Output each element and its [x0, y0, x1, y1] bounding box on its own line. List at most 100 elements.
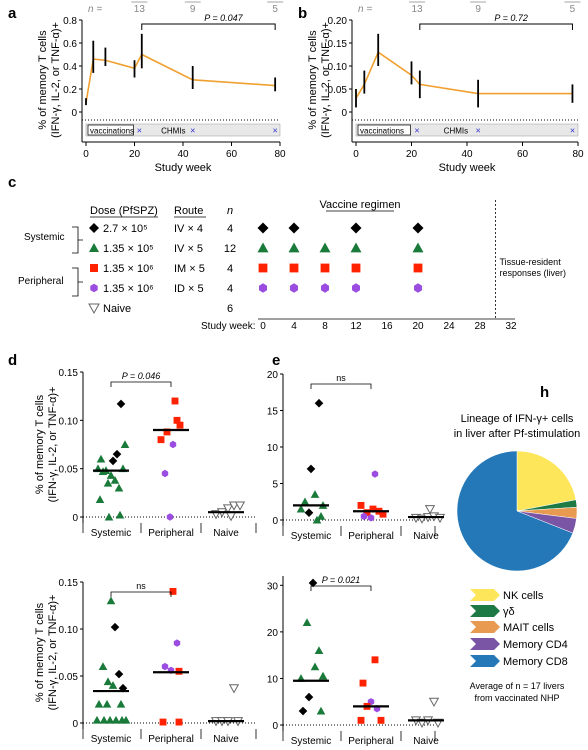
data-point [92, 715, 102, 724]
series-line [355, 50, 573, 99]
row-n: 4 [227, 283, 233, 295]
pie-slice [516, 450, 577, 512]
row-n: 12 [224, 243, 236, 255]
group-label: Systemic [91, 734, 132, 745]
vaccination-box [357, 124, 411, 136]
pie-title-line2: in liver after Pf-stimulation [454, 428, 581, 440]
y-axis-label-line1: % of memory T cells [34, 602, 46, 702]
y-tick-label: 20 [267, 370, 279, 381]
y-tick-label: 0 [72, 719, 78, 730]
week-tick-label: 4 [291, 321, 297, 332]
x-tick-label: 60 [226, 149, 238, 160]
data-point [363, 509, 371, 517]
vaccination-label: vaccinations [360, 127, 404, 136]
data-point [312, 515, 322, 524]
row-route: IV × 4 [174, 223, 203, 235]
vaccination-label: vaccinations [90, 127, 134, 136]
data-point [169, 587, 177, 595]
panel-e-top-scatter: 0 5 10 15 20 Systemic Peripheral Naive ns [267, 370, 446, 542]
legend-label: Memory CD8 [503, 656, 568, 668]
x-tick-label: 20 [406, 149, 418, 160]
x-tick-label: 0 [353, 149, 359, 160]
x-tick-label: 40 [461, 149, 473, 160]
panel-label-e: e [272, 352, 280, 369]
y-tick-label: 0.15 [59, 578, 79, 589]
panel-label-d: d [8, 352, 17, 369]
legend-label: MAIT cells [503, 622, 555, 634]
row-n: 4 [227, 263, 233, 275]
data-point [175, 718, 183, 726]
data-point [166, 513, 174, 521]
data-point [302, 618, 312, 627]
data-point [163, 428, 171, 436]
y-axis-label-line2: (IFN-γ, IL-2, or TNF-α)+ [47, 595, 59, 711]
y-tick-label: 0.15 [59, 368, 79, 379]
data-point [110, 622, 120, 632]
data-point [318, 671, 328, 680]
y-axis-label-line2: (IFN-γ, IL-2, or TNF-α)+ [50, 22, 62, 138]
peripheral-group-label: Peripheral [18, 276, 64, 287]
legend-marker [88, 303, 100, 315]
pie-slice [456, 450, 574, 572]
week-tick-label: 8 [322, 321, 328, 332]
data-point [369, 505, 377, 513]
group-label: Naive [213, 528, 239, 539]
x-axis-label: Study week [439, 162, 496, 174]
data-point [434, 513, 446, 524]
systemic-bracket [72, 226, 83, 254]
week-tick-label: 12 [350, 321, 362, 332]
x-tick-label: 0 [83, 149, 89, 160]
y-tick-label: 15 [267, 407, 279, 418]
regimen-marker [412, 242, 424, 253]
significance-bracket [141, 23, 276, 30]
y-tick-label: 10 [267, 674, 279, 685]
regimen-marker [414, 283, 422, 293]
data-point [114, 483, 124, 492]
data-point [379, 510, 387, 518]
y-tick-label: 0 [341, 108, 347, 119]
data-point [371, 470, 379, 478]
data-point [171, 397, 179, 405]
week-tick-label: 28 [474, 321, 486, 332]
group-label: Peripheral [348, 736, 394, 747]
chmi-marker: × [414, 126, 419, 136]
p-value: ns [136, 581, 146, 591]
panel-b-line-chart: 0 0.05 0.10 0.15 0.20 0 20 40 60 80 Study week % of… [307, 1, 584, 174]
n-count: 9 [475, 4, 481, 15]
data-point [105, 715, 115, 724]
data-point [360, 512, 368, 520]
data-point [306, 464, 316, 474]
week-tick-label: 0 [260, 321, 266, 332]
row-n: 6 [227, 303, 233, 315]
group-label: Naive [413, 531, 439, 542]
n-label: n = [88, 4, 102, 15]
data-point [357, 501, 365, 509]
data-point [94, 699, 104, 708]
y-tick-label: 0.6 [63, 39, 77, 50]
data-point [103, 478, 113, 487]
regimen-marker [288, 242, 300, 253]
panel-label-a: a [8, 5, 17, 22]
y-tick-label: 0.2 [63, 85, 77, 96]
regimen-marker [288, 222, 300, 234]
n-label: n = [358, 4, 372, 15]
legend-swatch [470, 655, 500, 667]
data-point [161, 662, 169, 671]
legend-swatch [470, 589, 500, 601]
data-point [310, 662, 320, 671]
p-value: P = 0.72 [494, 13, 527, 23]
regimen-marker [289, 263, 299, 273]
chmi-marker: × [273, 126, 278, 136]
regimen-marker [257, 242, 269, 253]
significance-bracket [419, 23, 573, 30]
legend-label: NK cells [503, 590, 544, 602]
y-tick-label: 0.15 [328, 39, 348, 50]
data-point [96, 454, 106, 463]
legend-swatch [470, 638, 500, 650]
chmi-label: CHMIs [161, 127, 185, 136]
row-dose: 1.35 × 10⁶ [103, 283, 154, 295]
regimen-marker [412, 222, 424, 234]
group-label: Systemic [91, 528, 132, 539]
y-axis-label-line1: % of memory T cells [37, 30, 49, 130]
